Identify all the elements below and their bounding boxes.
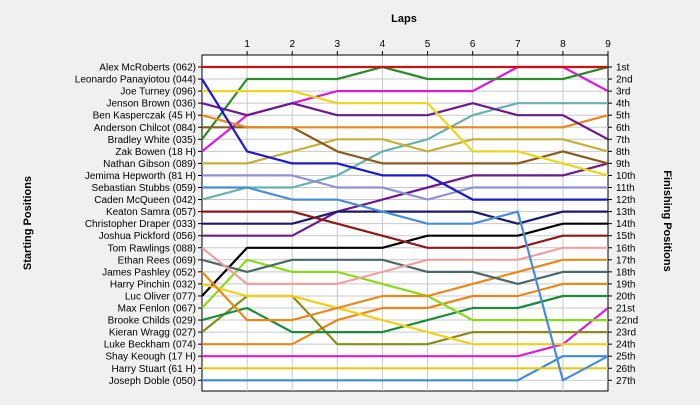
x-tick-label: 3	[335, 39, 341, 50]
starting-position-label: Joe Turney (096)	[120, 87, 196, 98]
starting-position-label: Zak Bowen (18 H)	[115, 147, 196, 158]
finishing-position-label: 10th	[616, 171, 635, 182]
starting-position-labels: Alex McRoberts (062)Leonardo Panayiotou …	[75, 63, 202, 387]
finishing-position-label: 26th	[616, 364, 635, 375]
starting-position-label: James Pashley (052)	[102, 267, 196, 278]
finishing-position-label: 14th	[616, 219, 635, 230]
finishing-position-label: 11th	[616, 183, 635, 194]
finishing-position-label: 18th	[616, 267, 635, 278]
finishing-position-label: 6th	[616, 123, 630, 134]
finishing-position-label: 3rd	[616, 87, 630, 98]
starting-position-label: Leonardo Panayiotou (044)	[75, 75, 196, 86]
x-tick-label: 5	[425, 39, 431, 50]
x-tick-label: 9	[605, 39, 611, 50]
starting-position-label: Ethan Rees (069)	[118, 255, 196, 266]
finishing-position-label: 8th	[616, 147, 630, 158]
series-line	[202, 174, 608, 201]
series-line	[201, 65, 609, 140]
chart-title: Laps	[391, 13, 417, 25]
starting-position-label: Christopher Draper (033)	[85, 219, 196, 230]
x-tick-labels: 1 2 3 4 5 6 7 8 9	[244, 39, 611, 55]
series-line	[201, 102, 609, 141]
finishing-position-label: 27th	[616, 376, 635, 387]
starting-position-label: Alex McRoberts (062)	[99, 63, 196, 74]
finishing-position-labels: 1st2nd3rd4th5th6th7th8th9th10th11th12th1…	[608, 63, 638, 387]
x-tick-label: 1	[244, 39, 250, 50]
finishing-position-label: 13th	[616, 207, 635, 218]
finishing-position-label: 23rd	[616, 328, 636, 339]
finishing-position-label: 17th	[616, 255, 635, 266]
series-line	[202, 210, 608, 249]
finishing-position-label: 2nd	[616, 75, 633, 86]
starting-position-label: Max Fenlon (067)	[118, 304, 196, 315]
starting-position-label: Bradley White (035)	[108, 135, 196, 146]
x-tick-label: 7	[515, 39, 521, 50]
starting-position-label: Brooke Childs (029)	[108, 316, 196, 327]
starting-position-label: Luke Beckham (074)	[104, 340, 196, 351]
finishing-position-label: 12th	[616, 195, 635, 206]
finishing-position-label: 24th	[616, 340, 635, 351]
starting-position-label: Harry Pinchin (032)	[110, 279, 196, 290]
starting-position-label: Jemima Hepworth (81 H)	[85, 171, 196, 182]
series-line	[202, 89, 609, 177]
y-axis-left-label: Starting Positions	[22, 176, 34, 270]
starting-position-label: Tom Rawlings (088)	[108, 243, 196, 254]
series-line	[201, 282, 608, 346]
series-line	[201, 258, 608, 322]
y-axis-right-label: Finishing Positions	[661, 170, 673, 271]
finishing-position-label: 5th	[616, 111, 630, 122]
starting-position-label: Nathan Gibson (089)	[103, 159, 196, 170]
finishing-position-label: 15th	[616, 231, 635, 242]
starting-position-label: Ben Kasperczak (45 H)	[93, 111, 196, 122]
starting-position-label: Caden McQueen (042)	[94, 195, 196, 206]
finishing-position-label: 4th	[616, 99, 630, 110]
finishing-position-label: 25th	[616, 352, 635, 363]
series-line	[202, 282, 608, 346]
series-line	[201, 246, 608, 285]
series-line	[202, 210, 608, 225]
series-line	[202, 186, 609, 382]
starting-position-label: Shay Keough (17 H)	[105, 352, 196, 363]
finishing-position-label: 1st	[616, 63, 630, 74]
finishing-position-label: 20th	[616, 291, 635, 302]
starting-position-label: Kieran Wragg (027)	[109, 328, 196, 339]
starting-position-label: Keaton Samra (057)	[106, 207, 196, 218]
starting-position-label: Anderson Chilcot (084)	[94, 123, 196, 134]
x-tick-label: 4	[380, 39, 386, 50]
starting-position-label: Sebastian Stubbs (059)	[91, 183, 196, 194]
finishing-position-label: 9th	[616, 159, 630, 170]
series-line	[202, 307, 609, 358]
finishing-position-label: 21st	[616, 304, 635, 315]
x-tick-label: 2	[289, 39, 295, 50]
starting-position-label: Joseph Doble (050)	[109, 376, 196, 387]
starting-position-label: Luc Oliver (077)	[125, 291, 196, 302]
series-line	[201, 114, 609, 129]
finishing-position-label: 7th	[616, 135, 630, 146]
starting-position-label: Harry Stuart (61 H)	[112, 364, 196, 375]
x-tick-label: 8	[560, 39, 566, 50]
x-tick-label: 6	[470, 39, 476, 50]
finishing-position-label: 16th	[616, 243, 635, 254]
series-lines	[201, 65, 609, 382]
finishing-position-label: 22nd	[616, 316, 638, 327]
starting-position-label: Jenson Brown (036)	[107, 99, 197, 110]
starting-position-label: Joshua Pickford (056)	[99, 231, 196, 242]
finishing-position-label: 19th	[616, 279, 635, 290]
series-line	[201, 78, 608, 201]
